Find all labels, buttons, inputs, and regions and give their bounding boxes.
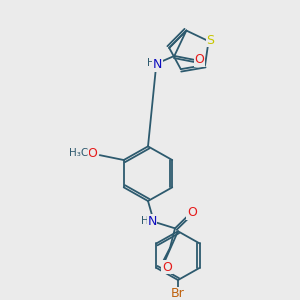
Text: N: N: [153, 58, 162, 71]
Text: O: O: [194, 53, 204, 66]
Text: S: S: [206, 34, 214, 46]
Text: O: O: [87, 147, 97, 160]
Text: H: H: [141, 215, 149, 226]
Text: H₃C: H₃C: [69, 148, 88, 158]
Text: N: N: [147, 215, 157, 228]
Text: H: H: [148, 58, 155, 68]
Text: O: O: [187, 206, 197, 219]
Text: Br: Br: [171, 287, 185, 300]
Text: O: O: [162, 261, 172, 274]
